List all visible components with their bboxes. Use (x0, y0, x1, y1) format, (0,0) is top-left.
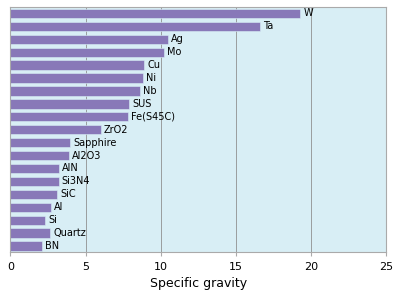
Text: SiC: SiC (60, 189, 76, 199)
Bar (10, 86, 140, 96)
Text: Fe(S45C): Fe(S45C) (131, 112, 175, 122)
Text: Si3N4: Si3N4 (62, 176, 90, 187)
Bar (10, 61, 144, 70)
Text: Ta: Ta (263, 21, 273, 31)
Text: Sapphire: Sapphire (73, 138, 117, 148)
Text: Quartz: Quartz (53, 228, 86, 238)
Bar (10, 138, 70, 147)
Text: Nb: Nb (143, 86, 156, 96)
Bar (10, 190, 57, 199)
Text: Ag: Ag (171, 34, 184, 44)
Text: Cu: Cu (147, 60, 160, 70)
Text: Si: Si (48, 215, 57, 225)
Bar (10, 203, 51, 212)
Bar (10, 151, 69, 160)
Text: Al: Al (54, 202, 63, 212)
Text: Al2O3: Al2O3 (72, 151, 102, 161)
Text: Ni: Ni (146, 73, 156, 83)
Bar (10, 177, 58, 186)
X-axis label: Specific gravity: Specific gravity (150, 277, 247, 290)
Bar (10, 125, 100, 134)
Bar (10, 99, 129, 108)
Bar (10, 241, 42, 251)
Bar (10, 48, 164, 57)
Text: BN: BN (45, 241, 59, 251)
Bar (10, 164, 60, 173)
Text: Mo: Mo (167, 47, 181, 57)
Bar (10, 9, 300, 18)
Bar (10, 228, 50, 238)
Bar (10, 216, 46, 225)
Text: AlN: AlN (62, 163, 79, 173)
Text: ZrO2: ZrO2 (104, 125, 128, 135)
Bar (10, 112, 128, 121)
Bar (10, 22, 260, 31)
Bar (10, 73, 143, 83)
Bar (10, 34, 168, 44)
Text: SUS: SUS (132, 99, 152, 109)
Text: W: W (303, 8, 313, 18)
